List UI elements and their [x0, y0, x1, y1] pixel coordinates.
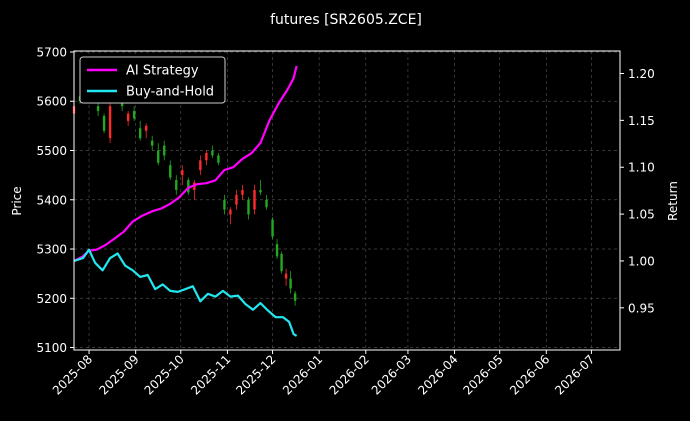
x-tick-label: 2026-05: [460, 352, 505, 397]
candle-body: [211, 150, 214, 156]
legend-label-ai-strategy: AI Strategy: [126, 64, 199, 79]
y-tick-label-left: 5500: [36, 144, 67, 158]
x-tick-label: 2025-11: [188, 352, 233, 397]
candle-body: [151, 140, 154, 146]
candle-body: [293, 293, 297, 301]
candle-body: [157, 150, 160, 163]
y-tick-label-right: 1.05: [628, 208, 655, 222]
series-line-ai-strategy: [73, 65, 298, 262]
candle-body: [120, 101, 124, 107]
y-axis-label-right: Return: [666, 181, 680, 221]
x-tick-label: 2026-03: [369, 352, 414, 397]
candle-body: [259, 189, 262, 193]
candle-body: [187, 180, 190, 193]
x-tick-label: 2025-12: [233, 352, 278, 397]
x-tick-label: 2025-10: [142, 352, 187, 397]
candle-body: [247, 199, 250, 215]
right-axis: 0.95 1.00 1.05 1.10 1.15 1.20: [620, 67, 655, 315]
y-tick-label-right: 0.95: [628, 301, 655, 315]
candle-body: [253, 189, 256, 210]
candle-body: [271, 219, 274, 237]
y-tick-label-left: 5300: [36, 243, 67, 257]
x-tick-label: 2026-01: [280, 352, 325, 397]
x-tick-label: 2026-07: [552, 352, 597, 397]
candle-body: [275, 244, 279, 257]
candle-body: [280, 253, 283, 272]
candle-body: [284, 273, 288, 279]
y-tick-label-right: 1.00: [628, 254, 655, 268]
candle-body: [241, 189, 244, 195]
candle-body: [223, 199, 226, 210]
y-tick-label-left: 5100: [36, 341, 67, 355]
y-axis-label-left: Price: [10, 186, 24, 215]
x-tick-label: 2026-06: [507, 352, 552, 397]
y-tick-label-right: 1.15: [628, 114, 655, 128]
x-tick-label: 2026-02: [327, 352, 372, 397]
left-axis: 5100 5200 5300 5400 5500 5600 5700: [36, 45, 74, 355]
candlesticks: [72, 74, 297, 306]
y-tick-label-left: 5400: [36, 193, 67, 207]
candle-body: [144, 125, 148, 131]
candle-body: [132, 111, 136, 119]
y-tick-label-left: 5200: [36, 292, 67, 306]
y-tick-label-right: 1.20: [628, 67, 655, 81]
x-tick-label: 2025-08: [50, 352, 95, 397]
candle-body: [138, 128, 142, 139]
chart-title: futures [SR2605.ZCE]: [270, 12, 422, 28]
candle-body: [126, 113, 130, 121]
candle-body: [265, 199, 268, 208]
candle-body: [96, 106, 100, 112]
y-tick-label-left: 5700: [36, 45, 67, 59]
series-line-buy-and-hold: [73, 248, 298, 337]
legend-label-buy-and-hold: Buy-and-Hold: [126, 85, 214, 100]
candle-body: [108, 106, 112, 139]
candle-body: [175, 180, 178, 190]
candle-body: [289, 278, 292, 289]
x-axis: 2025-08 2025-09 2025-10 2025-11 2025-12 2026-…: [50, 350, 598, 398]
candle-body: [199, 160, 202, 171]
candle-body: [163, 145, 166, 156]
x-tick-label: 2025-09: [96, 352, 141, 397]
candle-body: [102, 116, 106, 131]
x-tick-label: 2026-04: [415, 352, 460, 397]
series-lines: [73, 65, 298, 337]
candle-body: [181, 170, 184, 176]
candle-body: [229, 209, 232, 215]
plot-frame: [73, 50, 621, 351]
candle-body: [205, 152, 208, 161]
candle-body: [169, 165, 172, 178]
candle-body: [235, 194, 238, 205]
y-tick-label-right: 1.10: [628, 161, 655, 175]
candle-body: [217, 155, 220, 163]
y-tick-label-left: 5600: [36, 95, 67, 109]
legend: AI Strategy Buy-and-Hold: [79, 56, 226, 104]
